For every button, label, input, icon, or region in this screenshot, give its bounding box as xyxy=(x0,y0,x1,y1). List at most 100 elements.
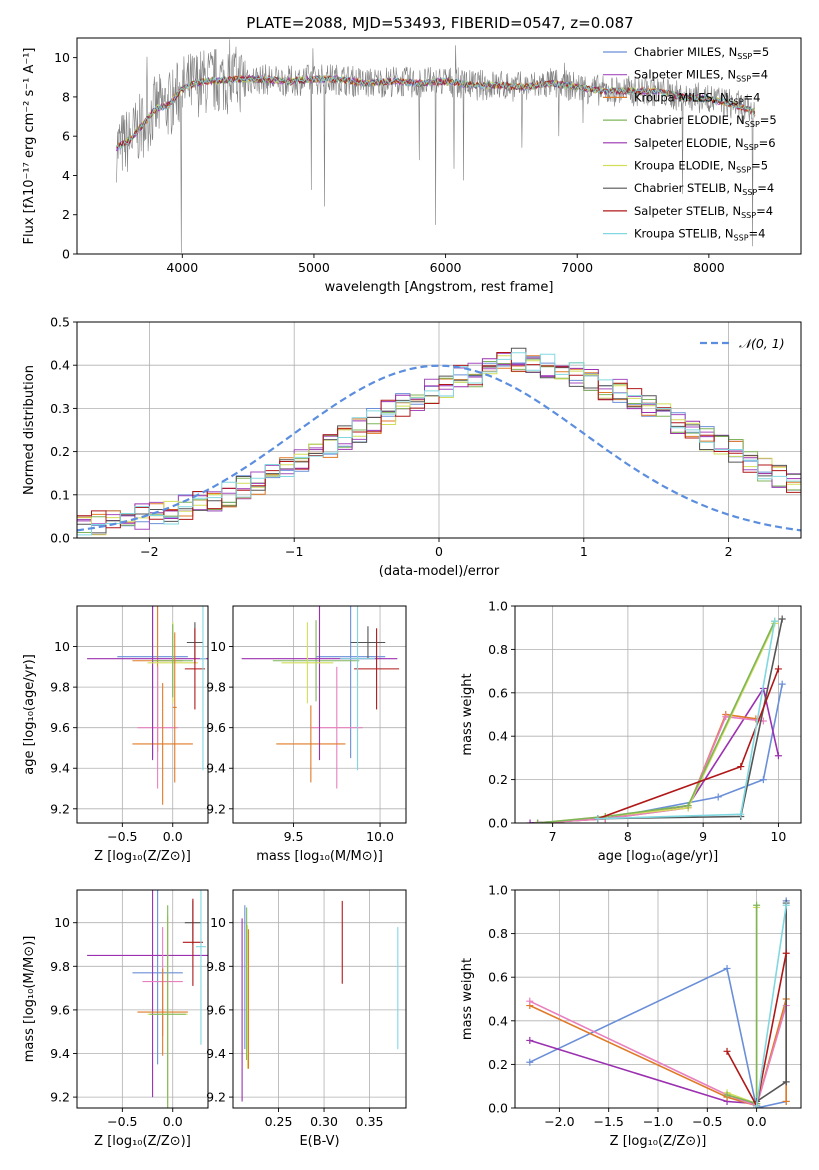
legend-suffix: =4 xyxy=(756,204,773,218)
x-tick-label: 0.0 xyxy=(163,1114,183,1129)
y-tick-label: 0.8 xyxy=(488,642,508,657)
x-tick-label: 0.25 xyxy=(265,1114,293,1129)
x-tick-label: −2.0 xyxy=(544,1114,574,1129)
legend-subscript: SSP xyxy=(737,52,752,61)
spectrum-plot-area xyxy=(116,39,756,253)
x-axis-label: mass [log₁₀(M/M⊙)] xyxy=(256,849,383,864)
y-tick-label: 1.0 xyxy=(488,599,508,614)
legend-suffix: =5 xyxy=(751,159,768,173)
y-tick-label: 0.2 xyxy=(488,1057,508,1072)
legend-subscript: SSP xyxy=(729,97,744,106)
legend-entry: Chabrier MILES, NSSP=5 xyxy=(634,45,769,61)
age_vs_Z-plot-area xyxy=(87,606,208,805)
y-axis-label: mass weight xyxy=(460,673,475,755)
weight_vs_age-panel: 7 8 9 10 0.0 0.2 0.4 0.6 0.8 1.0 age [log₁₀(age/yr… xyxy=(460,599,802,864)
y-tick-label: 9.4 xyxy=(206,761,226,776)
y-axis-label: mass weight xyxy=(460,958,475,1040)
legend-entry: Chabrier STELIB, NSSP=4 xyxy=(634,181,774,197)
x-tick-label: 4000 xyxy=(166,260,198,275)
y-tick-label: 0.3 xyxy=(50,401,70,416)
x-tick-label: 5000 xyxy=(298,260,330,275)
x-tick-label: 1 xyxy=(580,544,588,559)
series-marker xyxy=(782,1078,790,1086)
y-tick-label: 9.6 xyxy=(206,1002,226,1017)
weight_vs_Z-panel: −2.0 −1.5 −1.0 −0.5 0.0 0.0 0.2 0.4 0.6 0.8 1.0 Z [… xyxy=(460,883,802,1149)
legend-label: Kroupa ELODIE, N xyxy=(634,159,736,173)
legend-subscript: SSP xyxy=(742,188,757,197)
x-tick-label: 0.0 xyxy=(747,1114,767,1129)
age_vs_mass-panel: 9.5 10.0 9.2 9.4 9.6 9.8 10 mass [log₁₀(M/M⊙)] xyxy=(206,605,407,864)
legend-subscript: SSP xyxy=(745,120,760,129)
y-tick-label: 9.8 xyxy=(206,680,226,695)
series-marker xyxy=(526,819,534,823)
series-marker xyxy=(753,1102,761,1108)
series-marker xyxy=(774,665,782,673)
y-tick-label: 0.4 xyxy=(50,358,70,373)
y-tick-label: 0.1 xyxy=(50,487,70,502)
axes-frame xyxy=(76,37,802,255)
x-axis-label: age [log₁₀(age/yr)] xyxy=(598,849,719,864)
legend-suffix: =6 xyxy=(759,136,776,150)
residuals-panel: −2 −1 0 1 2 0.0 0.1 0.2 0.3 0.4 0.5 (data-model)/er… xyxy=(22,315,802,579)
legend-entry: Chabrier ELODIE, NSSP=5 xyxy=(634,113,777,129)
y-tick-label: 9.4 xyxy=(50,761,70,776)
y-tick-label: 10 xyxy=(210,639,226,654)
x-axis-label: Z [log₁₀(Z/Z⊙)] xyxy=(94,1134,191,1149)
y-tick-label: 0.8 xyxy=(488,926,508,941)
legend-suffix: =4 xyxy=(757,181,774,195)
series-marker xyxy=(723,1091,731,1099)
legend-suffix: =4 xyxy=(749,227,766,241)
y-tick-label: 9.2 xyxy=(50,1090,70,1105)
legend-entry: Salpeter ELODIE, NSSP=6 xyxy=(634,136,776,152)
y-tick-label: 9.6 xyxy=(50,1002,70,1017)
x-tick-label: 0.0 xyxy=(163,829,183,844)
legend-entry: Kroupa ELODIE, NSSP=5 xyxy=(634,159,768,175)
series-marker xyxy=(526,997,534,1005)
x-axis-label: (data-model)/error xyxy=(379,564,500,579)
series-marker xyxy=(759,776,767,784)
y-tick-label: 0.2 xyxy=(50,444,70,459)
legend-label: Chabrier STELIB, N xyxy=(634,181,742,195)
y-tick-label: 0.0 xyxy=(488,816,508,831)
y-tick-label: 10 xyxy=(54,915,70,930)
figure-title: PLATE=2088, MJD=53493, FIBERID=0547, z=0… xyxy=(246,14,633,32)
y-tick-label: 9.8 xyxy=(206,959,226,974)
legend-subscript: SSP xyxy=(744,143,759,152)
x-tick-label: 8000 xyxy=(693,260,725,275)
y-tick-label: 10 xyxy=(210,915,226,930)
y-tick-label: 10 xyxy=(54,50,70,65)
series-line-3 xyxy=(529,1000,787,1107)
y-axis-label: age [log₁₀(age/yr)] xyxy=(22,654,37,775)
legend-entry: Kroupa STELIB, NSSP=4 xyxy=(634,227,765,243)
series-marker xyxy=(782,949,790,957)
y-tick-label: 6 xyxy=(62,129,70,144)
mass_vs_Z-panel: −0.5 0.0 9.2 9.4 9.6 9.8 10 Z [log₁₀(Z/Z⊙)] mass… xyxy=(22,889,209,1149)
series-marker xyxy=(594,815,602,823)
legend-label: Salpeter ELODIE, N xyxy=(634,136,744,150)
x-tick-label: 10 xyxy=(770,829,786,844)
x-tick-label: 6000 xyxy=(430,260,462,275)
y-tick-label: 0.0 xyxy=(488,1101,508,1116)
x-axis-label: E(B-V) xyxy=(299,1134,339,1149)
series-line-8 xyxy=(755,905,787,1106)
series-marker xyxy=(684,802,692,810)
legend-entry: 𝒩(0, 1) xyxy=(739,336,785,351)
axes-frame xyxy=(76,321,802,539)
series-marker xyxy=(722,713,730,721)
legend-label: Chabrier ELODIE, N xyxy=(634,113,745,127)
y-tick-label: 9.2 xyxy=(206,801,226,816)
y-tick-label: 8 xyxy=(62,89,70,104)
legend-suffix: =4 xyxy=(744,90,761,104)
age_vs_Z-panel: −0.5 0.0 9.2 9.4 9.6 9.8 10 Z [log₁₀(Z/Z⊙)] age … xyxy=(22,605,209,864)
legend-entry: Salpeter STELIB, NSSP=4 xyxy=(634,204,773,220)
legend-suffix: =4 xyxy=(751,68,768,82)
age_vs_mass-plot-area xyxy=(241,606,400,789)
series-marker xyxy=(526,1058,534,1066)
gaussian-curve xyxy=(77,364,801,532)
legend-suffix: =5 xyxy=(752,45,769,59)
x-tick-label: 0 xyxy=(435,544,443,559)
series-marker xyxy=(737,810,745,818)
axes-frame xyxy=(76,605,209,824)
series-marker xyxy=(723,1047,731,1055)
x-tick-label: 0.35 xyxy=(356,1114,384,1129)
